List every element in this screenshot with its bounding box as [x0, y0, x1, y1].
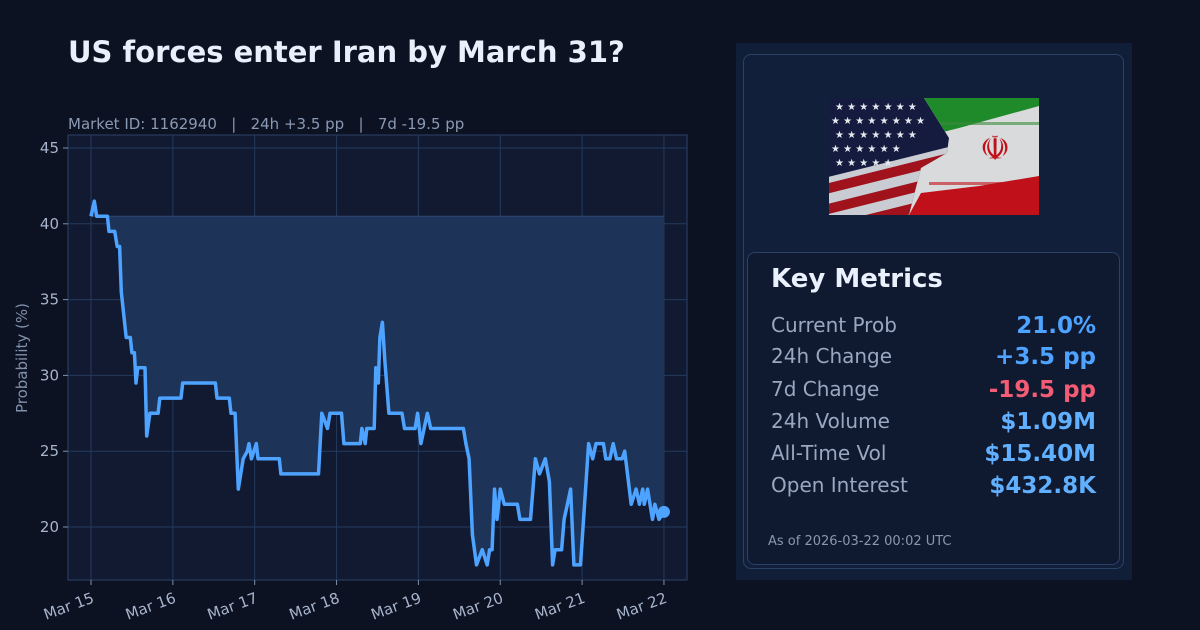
metric-value: 21.0% — [1016, 313, 1096, 339]
chart-subtitle: Market ID: 1162940 | 24h +3.5 pp | 7d -1… — [68, 115, 465, 133]
y-tick-label: 40 — [40, 215, 59, 233]
x-tick-label: Mar 22 — [614, 589, 669, 624]
svg-text:★ ★ ★ ★ ★ ★: ★ ★ ★ ★ ★ ★ — [831, 144, 901, 155]
metric-label: 7d Change — [771, 377, 880, 401]
x-tick-label: Mar 19 — [369, 589, 424, 624]
fill-area — [91, 201, 664, 565]
x-tick-label: Mar 18 — [287, 589, 342, 624]
key-metrics-card — [747, 252, 1120, 565]
metric-label: 24h Volume — [771, 409, 890, 433]
metric-current-prob: Current Prob 21.0% — [771, 313, 1096, 343]
metric-value: -19.5 pp — [988, 377, 1096, 403]
metric-label: Current Prob — [771, 313, 897, 337]
metric-value: $1.09M — [1000, 409, 1096, 435]
y-tick-label: 35 — [40, 291, 59, 309]
current-value-marker — [657, 505, 670, 518]
key-metrics-title: Key Metrics — [771, 264, 943, 294]
y-axis-title: Probability (%) — [13, 303, 31, 413]
svg-text:☫: ☫ — [980, 129, 1010, 169]
y-tick-label: 20 — [40, 518, 59, 536]
x-axis: Mar 15 Mar 16 Mar 17 Mar 18 Mar 19 Mar 20 Mar … — [41, 580, 669, 624]
metric-value: $432.8K — [989, 473, 1096, 499]
metric-label: All-Time Vol — [771, 441, 887, 465]
probability-line — [89, 199, 666, 567]
chart-title: US forces enter Iran by March 31? — [68, 35, 625, 69]
metric-value: +3.5 pp — [995, 344, 1096, 370]
x-tick-label: Mar 16 — [123, 589, 178, 624]
metric-label: Open Interest — [771, 473, 908, 497]
svg-text:★ ★ ★ ★ ★ ★ ★: ★ ★ ★ ★ ★ ★ ★ — [835, 130, 917, 141]
y-tick-label: 25 — [40, 442, 59, 460]
metric-value: $15.40M — [984, 441, 1096, 467]
metric-open-interest: Open Interest $432.8K — [771, 473, 1096, 503]
metric-all-time-vol: All-Time Vol $15.40M — [771, 441, 1096, 471]
y-tick-label: 45 — [40, 139, 59, 157]
x-tick-label: Mar 15 — [41, 589, 96, 624]
svg-text:★ ★ ★ ★ ★ ★ ★: ★ ★ ★ ★ ★ ★ ★ — [835, 102, 917, 113]
metric-24h-change: 24h Change +3.5 pp — [771, 344, 1096, 374]
us-iran-flags-icon: ★ ★ ★ ★ ★ ★ ★ ★ ★ ★ ★ ★ ★ ★ ★ ★ ★ ★ ★ ★ … — [829, 98, 1039, 215]
x-tick-label: Mar 20 — [450, 589, 505, 624]
market-image: ★ ★ ★ ★ ★ ★ ★ ★ ★ ★ ★ ★ ★ ★ ★ ★ ★ ★ ★ ★ … — [829, 98, 1039, 215]
metric-label: 24h Change — [771, 344, 893, 368]
x-tick-label: Mar 21 — [532, 589, 587, 624]
y-axis: 20 25 30 35 40 45 — [40, 139, 68, 536]
svg-text:★ ★ ★ ★ ★: ★ ★ ★ ★ ★ — [835, 158, 893, 169]
metric-7d-change: 7d Change -19.5 pp — [771, 377, 1096, 407]
as-of-timestamp: As of 2026-03-22 00:02 UTC — [768, 534, 952, 549]
x-tick-label: Mar 17 — [205, 589, 260, 624]
y-tick-label: 30 — [40, 366, 59, 384]
svg-text:★ ★ ★ ★ ★ ★ ★ ★: ★ ★ ★ ★ ★ ★ ★ ★ — [831, 116, 925, 127]
metric-24h-volume: 24h Volume $1.09M — [771, 409, 1096, 439]
